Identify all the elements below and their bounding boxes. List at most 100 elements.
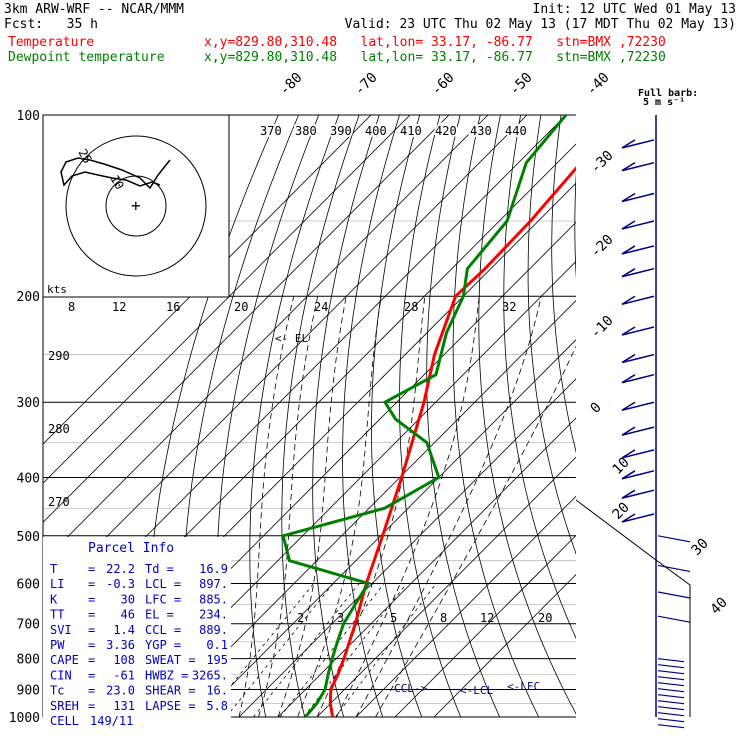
dry-adiabat-line [249,115,340,717]
wind-barb-shaft [657,564,691,572]
mixing-ratio-label: 28 [404,300,418,314]
theta-label-left: 290 [48,349,70,363]
pressure-tick-label: 100 [17,109,40,124]
isotherm-label: -10 [588,313,617,342]
wind-barb-shaft [621,295,655,305]
isotherm-line [43,115,372,445]
parcel-value: 3.36 [106,638,135,652]
wind-legend-value: 5 m s⁻¹ [643,97,685,108]
hodograph-ring-label: 10 [107,173,126,193]
parcel-value: 234. [199,608,228,622]
isotherm-line [394,534,576,717]
pressure-tick-label: 400 [17,471,40,486]
hodograph-center-mark: + [131,196,141,215]
parcel-key: Td = [145,562,174,576]
pressure-tick-label: 800 [17,653,40,668]
wind-barb-flag [621,192,636,203]
mixing-ratio-line [335,583,437,717]
parcel-eq: = [88,577,95,591]
isotherm-line [43,115,489,563]
parcel-value: 5.8 [206,699,228,713]
wind-barb-flag [621,162,636,172]
isotherm-label: -60 [429,70,458,99]
wind-barb-flag [621,295,636,305]
dry-adiabat-line [371,115,423,717]
parcel-value: 3265. [192,668,228,682]
wind-barb-flag [621,489,636,499]
dry-adiabat-line [399,115,462,717]
parcel-eq: = [88,592,95,606]
parcel-info-box [43,537,231,720]
theta-label-bg: 390 [330,124,352,138]
parcel-key: SHEAR = [145,684,196,698]
isotherm-label: -80 [277,70,306,99]
isotherm-line [160,300,576,717]
mixing-ratio-line [253,583,360,717]
parcel-eq: = [88,699,95,713]
isotherm-label: 40 [708,595,731,618]
parcel-key: HWBZ = [145,668,188,682]
wind-barb-shaft [657,712,685,717]
wind-barb-shaft [621,220,655,230]
parcel-value: -61 [113,668,135,682]
wind-barb-shaft [621,373,655,384]
theta-label-bg: 410 [400,124,422,138]
moist-adiabat-line [375,345,576,717]
parcel-key: CAPE [50,653,79,667]
pressure-tick-label: 200 [17,290,40,305]
isotherm-label: -50 [507,70,536,99]
moist-adiabat-line [258,296,319,717]
isotherm-line [355,495,576,717]
parcel-key: LCL = [145,577,181,591]
mixing-ratio-label: 12 [112,300,126,314]
parcel-value: 885. [199,592,228,606]
theta-label-left: 280 [48,422,70,436]
isotherm-line [316,456,576,717]
wind-legend-title: Full barb: [638,88,698,99]
parcel-value: 1.4 [113,623,135,637]
parcel-eq: = [88,562,95,576]
wind-barb-shaft [621,161,655,172]
wind-barb-flag [621,139,636,149]
mixing-ratio-line [279,583,385,717]
dry-adiabat-line [662,115,740,717]
isotherm-line [43,115,411,484]
parcel-key: CIN [50,668,72,682]
dry-adiabat-line [619,115,740,717]
mixing-ratio-label: 20 [234,300,248,314]
parcel-eq: = [88,608,95,622]
parcel-value: -0.3 [106,577,135,591]
parcel-value: 131 [113,699,135,713]
parcel-value: 0.1 [206,638,228,652]
hodograph-ring-outer [65,135,207,277]
lfc-label: <-LFC [507,680,540,693]
temperature-legend: Temperature [8,35,95,50]
lcl-label: <-LCL [460,684,493,697]
parcel-value: 46 [121,608,135,622]
dry-adiabat-line [723,115,740,717]
wind-barb-shaft [657,658,685,663]
isotherm-line [277,417,576,717]
parcel-eq: = [88,638,95,652]
moist-adiabat-line [277,296,347,717]
wind-barb-shaft [657,706,685,711]
mixing-ratio-label: 16 [166,300,180,314]
wind-barb-shaft [621,245,655,255]
temperature-location: x,y=829.80,310.48 lat,lon= 33.17, -86.77… [204,35,666,50]
wind-barb-flag [621,449,636,459]
parcel-key: SVI [50,623,72,637]
theta-label: 370 [260,124,282,138]
parcel-eq: = [88,653,95,667]
theta-label: 400 [365,124,387,138]
wind-barb-flag [621,268,636,278]
model-title: 3km ARW-WRF -- NCAR/MMM [4,2,185,17]
wind-barb-shaft [621,470,655,480]
mixing-ratio-label-lower: 5 [390,611,397,625]
hodograph-trace [60,157,171,190]
dry-adiabat-line [551,115,576,454]
parcel-key: CCL = [145,623,181,637]
pressure-tick-label: 600 [17,577,40,592]
parcel-info-title: Parcel Info [88,541,174,556]
wind-barb-shaft [621,192,655,203]
theta-label-bg: 420 [435,124,457,138]
